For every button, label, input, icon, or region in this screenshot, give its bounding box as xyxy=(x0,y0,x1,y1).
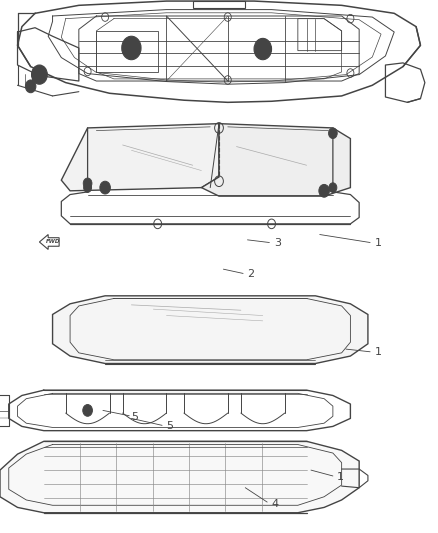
Text: 1: 1 xyxy=(374,238,381,247)
Circle shape xyxy=(129,45,134,51)
Text: 1: 1 xyxy=(374,347,381,357)
Polygon shape xyxy=(201,124,350,196)
Circle shape xyxy=(122,36,141,60)
Polygon shape xyxy=(53,296,368,364)
Circle shape xyxy=(84,183,92,192)
Circle shape xyxy=(32,65,47,84)
Circle shape xyxy=(25,80,36,93)
Circle shape xyxy=(319,184,329,197)
Circle shape xyxy=(254,38,272,60)
Polygon shape xyxy=(39,235,59,249)
Text: FWD: FWD xyxy=(46,239,61,245)
Circle shape xyxy=(100,181,110,194)
Text: 1: 1 xyxy=(337,472,344,482)
Text: 5: 5 xyxy=(131,412,138,422)
Text: 5: 5 xyxy=(166,422,173,431)
Circle shape xyxy=(329,183,337,192)
Circle shape xyxy=(83,405,92,416)
Polygon shape xyxy=(0,441,359,513)
Polygon shape xyxy=(61,124,219,191)
Circle shape xyxy=(328,128,337,139)
Text: 3: 3 xyxy=(274,238,281,247)
Circle shape xyxy=(83,178,92,189)
Text: 4: 4 xyxy=(272,499,279,508)
Text: 2: 2 xyxy=(247,270,254,279)
